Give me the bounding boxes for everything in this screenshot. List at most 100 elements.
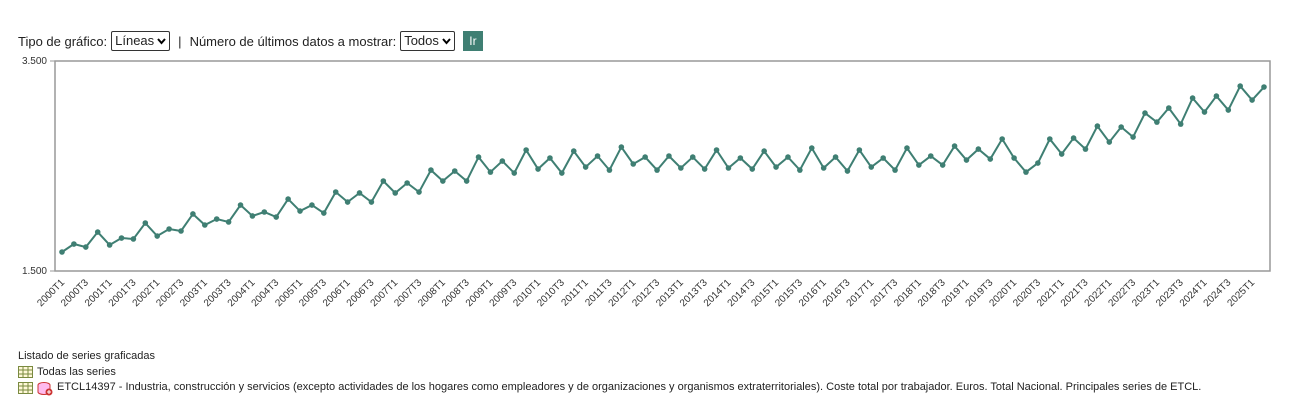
all-series: Todas las series bbox=[37, 366, 116, 378]
data-point bbox=[951, 143, 958, 149]
data-point bbox=[606, 167, 613, 173]
data-point bbox=[142, 220, 149, 226]
label: Número de últimos datos a mostrar: bbox=[189, 33, 397, 49]
data-point bbox=[582, 164, 589, 170]
data-point bbox=[309, 202, 315, 208]
data-point bbox=[451, 168, 458, 174]
data-point bbox=[261, 209, 268, 215]
data-point bbox=[225, 219, 232, 225]
data-point bbox=[523, 147, 529, 153]
chart: 1.5003.5002000T12000T32001T12001T32002T1… bbox=[22, 56, 1271, 309]
data-point bbox=[844, 168, 851, 174]
data-point bbox=[428, 167, 434, 173]
data-point bbox=[1261, 84, 1267, 90]
data-point bbox=[487, 169, 494, 175]
separator: | bbox=[178, 33, 182, 49]
data-point bbox=[785, 154, 791, 160]
data-point bbox=[939, 162, 946, 168]
last-data-select[interactable]: Todos bbox=[400, 31, 455, 51]
data-point bbox=[511, 170, 518, 176]
data-point bbox=[1094, 123, 1101, 129]
data-point bbox=[689, 154, 696, 160]
data-point bbox=[1225, 107, 1232, 113]
data-point bbox=[1070, 135, 1077, 141]
data-point bbox=[904, 145, 910, 151]
data-point bbox=[154, 233, 161, 239]
data-point bbox=[202, 222, 208, 228]
all-series-row[interactable]: Todas las series bbox=[18, 366, 1237, 378]
data-point bbox=[808, 145, 815, 151]
data-point bbox=[178, 228, 184, 234]
select-value: Todos bbox=[404, 33, 439, 48]
data-point bbox=[1249, 97, 1255, 103]
data-point bbox=[118, 235, 125, 241]
data-point bbox=[678, 165, 684, 171]
data-point bbox=[666, 153, 672, 159]
data-point bbox=[892, 167, 898, 173]
data-point bbox=[559, 170, 565, 176]
data-point bbox=[404, 180, 410, 186]
data-point bbox=[1213, 93, 1220, 99]
series-list-title: Listado de series graficadas bbox=[18, 350, 155, 362]
label: Tipo de gráfico: bbox=[18, 33, 108, 49]
table-icon bbox=[18, 366, 33, 378]
data-point bbox=[1165, 105, 1172, 111]
data-point bbox=[1082, 146, 1089, 152]
data-point bbox=[1201, 109, 1208, 115]
controls: Tipo de gráfico: Líneas | Número de últi… bbox=[18, 31, 483, 51]
table-icon[interactable] bbox=[18, 382, 33, 394]
data-point bbox=[237, 202, 244, 208]
data-point bbox=[71, 241, 77, 247]
data-point bbox=[463, 178, 470, 184]
data-point bbox=[820, 165, 827, 171]
x-tick-label: 2025T1 bbox=[1225, 277, 1257, 309]
plot-frame bbox=[54, 60, 1271, 272]
data-point bbox=[594, 153, 601, 159]
data-point bbox=[987, 156, 994, 162]
select-value: Líneas bbox=[115, 33, 155, 48]
data-point bbox=[130, 236, 137, 242]
data-point bbox=[535, 166, 541, 172]
data-point bbox=[356, 190, 363, 196]
data-point bbox=[797, 167, 803, 173]
data-point bbox=[380, 178, 387, 184]
data-point bbox=[83, 244, 89, 250]
y-tick-label: 1.500 bbox=[22, 266, 47, 277]
series-description: ETCL14397 - Industria, construcción y se… bbox=[57, 381, 1202, 393]
data-point bbox=[1130, 134, 1136, 140]
y-tick-label: 3.500 bbox=[22, 56, 47, 67]
go-button[interactable]: Ir bbox=[462, 31, 483, 51]
data-point bbox=[344, 199, 351, 205]
data-point bbox=[975, 146, 982, 152]
data-point bbox=[1023, 169, 1029, 175]
data-point bbox=[416, 189, 422, 195]
data-point bbox=[868, 164, 875, 170]
data-point bbox=[1046, 136, 1053, 142]
data-point bbox=[916, 162, 922, 168]
data-point bbox=[332, 189, 339, 195]
data-point bbox=[618, 144, 625, 150]
data-point bbox=[701, 166, 708, 172]
data-point bbox=[321, 210, 327, 216]
data-point bbox=[392, 190, 399, 196]
data-point bbox=[1154, 119, 1160, 125]
data-point bbox=[856, 147, 863, 153]
data-point bbox=[1189, 95, 1196, 101]
chart-type-select[interactable]: Líneas bbox=[111, 31, 171, 51]
data-point bbox=[94, 229, 101, 235]
data-point bbox=[737, 155, 744, 161]
data-point bbox=[642, 154, 648, 160]
data-point bbox=[1118, 124, 1124, 130]
data-point bbox=[749, 166, 756, 172]
data-point bbox=[1142, 110, 1148, 116]
data-point bbox=[773, 164, 779, 170]
data-point bbox=[927, 153, 934, 159]
data-point bbox=[166, 226, 172, 232]
data-point bbox=[190, 211, 196, 217]
database-icon[interactable] bbox=[37, 382, 53, 396]
data-point bbox=[1237, 83, 1243, 89]
data-point bbox=[1106, 139, 1113, 145]
series-line bbox=[61, 84, 1265, 253]
data-point bbox=[273, 214, 280, 220]
